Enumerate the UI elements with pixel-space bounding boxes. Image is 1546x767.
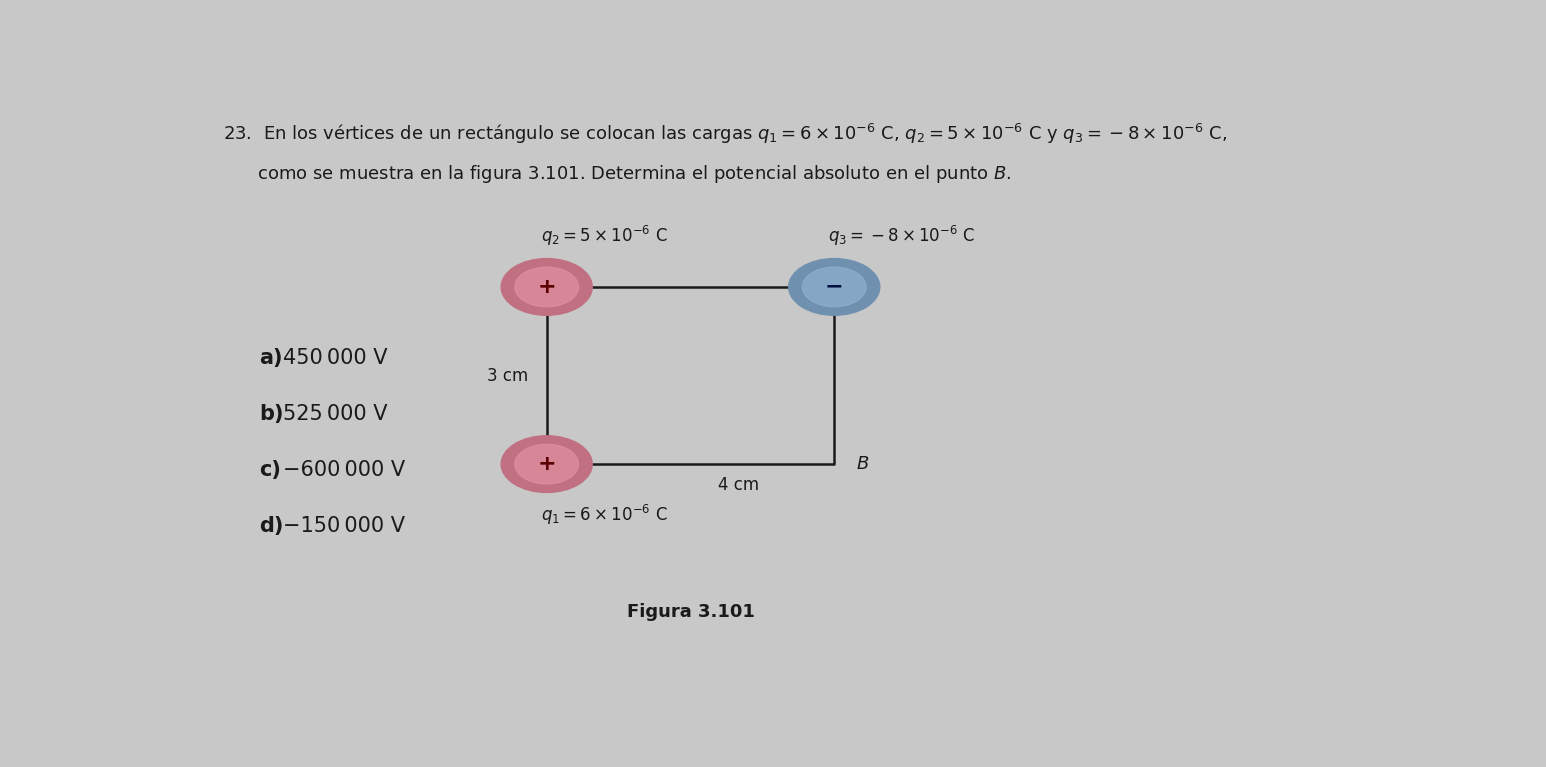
Text: Figura 3.101: Figura 3.101: [626, 603, 754, 621]
Text: b): b): [260, 404, 283, 424]
Text: 525 000 V: 525 000 V: [283, 404, 388, 424]
Text: $q_3 = -8 \times 10^{-6}$ C: $q_3 = -8 \times 10^{-6}$ C: [829, 224, 976, 248]
Text: 23.  En los vértices de un rectángulo se colocan las cargas $q_1 = 6 \times 10^{: 23. En los vértices de un rectángulo se …: [223, 121, 1228, 146]
Text: $q_1 = 6 \times 10^{-6}$ C: $q_1 = 6 \times 10^{-6}$ C: [541, 503, 668, 527]
Ellipse shape: [501, 258, 592, 315]
Text: −600 000 V: −600 000 V: [283, 460, 405, 480]
Text: d): d): [260, 516, 283, 536]
Text: $q_2 = 5 \times 10^{-6}$ C: $q_2 = 5 \times 10^{-6}$ C: [541, 224, 668, 248]
Text: 3 cm: 3 cm: [487, 367, 529, 384]
Ellipse shape: [515, 267, 578, 307]
Text: 4 cm: 4 cm: [717, 476, 759, 494]
Text: −150 000 V: −150 000 V: [283, 516, 405, 536]
Text: a): a): [260, 347, 283, 368]
Ellipse shape: [788, 258, 880, 315]
Text: 450 000 V: 450 000 V: [283, 347, 388, 368]
Text: +: +: [538, 454, 557, 474]
Text: como se muestra en la figura 3.101. Determina el potencial absoluto en el punto : como se muestra en la figura 3.101. Dete…: [223, 163, 1011, 185]
Text: −: −: [826, 277, 844, 297]
Text: +: +: [538, 277, 557, 297]
Ellipse shape: [802, 267, 866, 307]
Ellipse shape: [501, 436, 592, 492]
Ellipse shape: [515, 444, 578, 484]
Text: $B$: $B$: [856, 455, 869, 473]
Text: c): c): [260, 460, 281, 480]
